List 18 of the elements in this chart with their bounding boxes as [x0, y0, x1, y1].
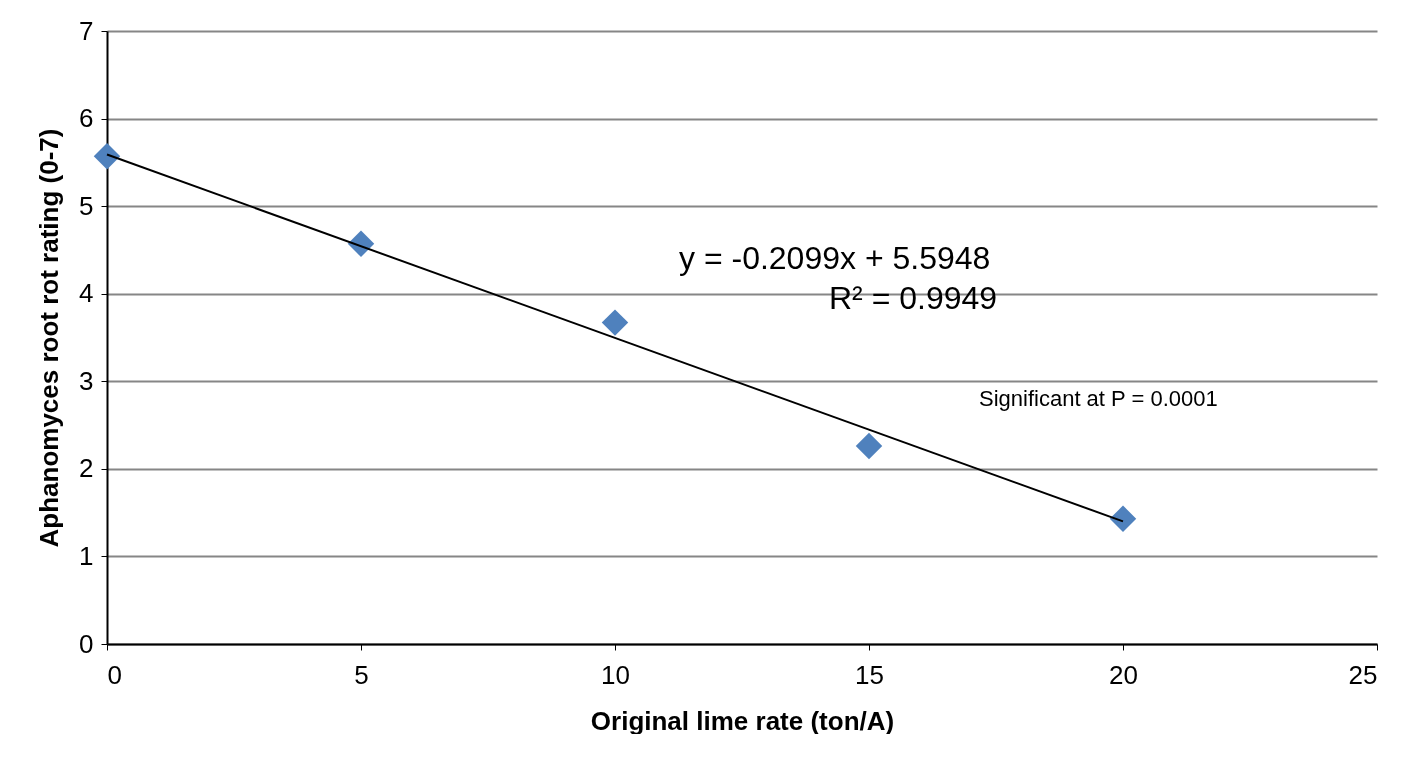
annotation: Significant at P = 0.0001 [979, 386, 1218, 411]
x-tick-label: 5 [354, 659, 369, 690]
y-tick-label: 0 [79, 628, 94, 659]
y-tick-label: 1 [79, 540, 94, 571]
y-tick-label: 3 [79, 365, 94, 396]
x-tick-label: 0 [107, 659, 122, 690]
x-tick-label: 10 [601, 659, 630, 690]
y-tick-label: 7 [79, 15, 94, 46]
annotation: y = -0.2099x + 5.5948 [679, 240, 991, 276]
y-tick-label: 5 [79, 190, 94, 221]
x-tick-label: 25 [1348, 659, 1378, 690]
x-tick-label: 15 [855, 659, 884, 690]
x-tick-label: 20 [1109, 659, 1138, 690]
y-axis-title: Aphanomyces root rot rating (0-7) [34, 128, 65, 548]
y-tick-label: 4 [79, 278, 94, 309]
annotation: R² = 0.9949 [829, 280, 998, 316]
y-tick-label: 2 [79, 453, 94, 484]
y-tick-label: 6 [79, 103, 94, 134]
